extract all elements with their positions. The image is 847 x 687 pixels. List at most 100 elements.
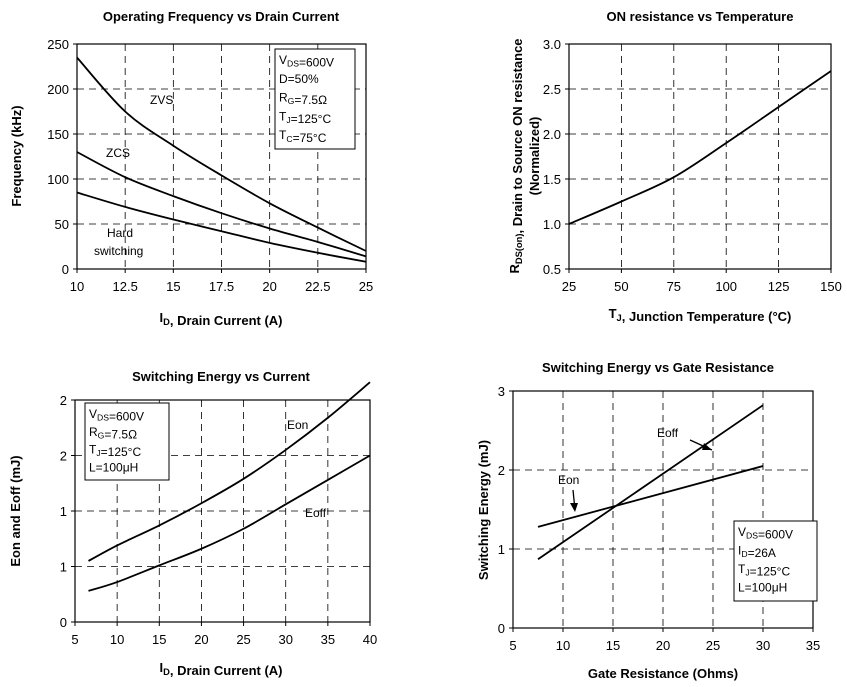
chart-title: Switching Energy vs Gate Resistance: [542, 360, 774, 375]
x-tick-label: 40: [363, 632, 377, 647]
x-tick-label: 10: [70, 279, 84, 294]
y-tick-label: 0.5: [543, 262, 561, 277]
x-tick-label: 30: [756, 638, 770, 653]
y-tick-label: 0: [60, 615, 67, 630]
conditions-line: VDS=600V: [279, 53, 334, 70]
x-tick-label: 12.5: [113, 279, 138, 294]
conditions-box: [84, 402, 170, 481]
chart-panel-1: 10 12.5 15 17.5 20 22.5 25050100150200250Opera…: [9, 9, 373, 328]
y-tick-label: 0: [62, 262, 69, 277]
series-annotation: switching: [94, 244, 143, 258]
y-tick-label: 50: [55, 217, 69, 232]
x-tick-label: 35: [321, 632, 335, 647]
series-line-eon: [537, 465, 764, 528]
chart-panel-4: 5 10 15 20 25 30 35 0 1 2 3 Switching Energy vs Gat…: [476, 360, 820, 681]
y-tick-label: 1.0: [543, 217, 561, 232]
x-axis-label: ID, Drain Current (A): [159, 310, 282, 328]
y-tick-label: 3: [498, 384, 505, 399]
x-tick-label: 20: [656, 638, 670, 653]
chart-title: Switching Energy vs Current: [132, 369, 310, 384]
conditions-line: RG=7.5Ω: [89, 425, 137, 442]
series-line-eoff: [537, 404, 764, 561]
x-tick-label: 15: [606, 638, 620, 653]
chart-title: ON resistance vs Temperature: [607, 9, 794, 24]
x-tick-label: 25: [359, 279, 373, 294]
x-tick-label: 150: [820, 279, 842, 294]
y-tick-label: 3.0: [543, 37, 561, 52]
series-annotation: Eoff: [657, 426, 679, 440]
x-axis-label: ID, Drain Current (A): [159, 660, 282, 678]
chart-title: Operating Frequency vs Drain Current: [103, 9, 340, 24]
series-annotation: Eoff: [305, 506, 327, 520]
y-tick-label: 150: [47, 127, 69, 142]
series-line-eon: [88, 381, 371, 562]
conditions-line: L=100μH: [89, 460, 138, 474]
y-tick-label: 1.5: [543, 172, 561, 187]
y-axis-label: Switching Energy (mJ): [476, 440, 491, 580]
x-tick-label: 17.5: [209, 279, 234, 294]
conditions-line: RG=7.5Ω: [279, 91, 327, 108]
conditions-line: L=100μH: [738, 581, 787, 595]
x-tick-label: 20: [194, 632, 208, 647]
conditions-line: TJ=125°C: [279, 109, 331, 126]
x-tick-label: 25: [706, 638, 720, 653]
series-line-zcs: [76, 151, 367, 258]
annotation-arrowhead: [570, 503, 578, 512]
y-tick-label: 100: [47, 172, 69, 187]
x-tick-label: 25: [236, 632, 250, 647]
chart-panel-2: 25 50 75 100 125 150 0.5 1.0 1.5 2.0 2.5 3.0 ON resi…: [507, 9, 842, 324]
x-tick-label: 30: [278, 632, 292, 647]
x-tick-label: 5: [509, 638, 516, 653]
y-tick-label: 0: [498, 621, 505, 636]
series-annotation: Eon: [287, 418, 308, 432]
conditions-box: [274, 48, 356, 150]
y-tick-label: 2.5: [543, 82, 561, 97]
conditions-line: TJ=125°C: [738, 562, 790, 579]
y-tick-label: 2: [498, 463, 505, 478]
chart-panel-3: 5 10 15 20 25 30 35 40 0 1 1 2 2 Switching Energy vs …: [8, 369, 377, 678]
y-tick-label: 1: [60, 504, 67, 519]
y-tick-label: 2: [60, 393, 67, 408]
x-tick-label: 22.5: [305, 279, 330, 294]
x-tick-label: 15: [166, 279, 180, 294]
x-tick-label: 75: [667, 279, 681, 294]
y-tick-label: 2.0: [543, 127, 561, 142]
annotation-arrowhead: [702, 443, 712, 450]
x-tick-label: 25: [562, 279, 576, 294]
x-tick-label: 50: [614, 279, 628, 294]
conditions-line: VDS=600V: [89, 407, 144, 424]
conditions-box: [733, 520, 818, 602]
series-annotation: ZCS: [106, 146, 130, 160]
series-annotation: Eon: [558, 473, 579, 487]
series-annotation: Hard: [107, 226, 133, 240]
x-axis-label: Gate Resistance (Ohms): [588, 666, 738, 681]
y-tick-label: 1: [60, 560, 67, 575]
y-tick-label: 250: [47, 37, 69, 52]
conditions-line: TC=75°C: [279, 128, 327, 145]
x-tick-label: 15: [152, 632, 166, 647]
x-tick-label: 20: [262, 279, 276, 294]
series-line-zvs: [76, 56, 367, 252]
x-tick-label: 10: [110, 632, 124, 647]
y-axis-label-sub: (Normalized): [527, 117, 542, 196]
series-line-data: [568, 70, 832, 225]
x-tick-label: 100: [715, 279, 737, 294]
x-tick-label: 35: [806, 638, 820, 653]
conditions-line: VDS=600V: [738, 525, 793, 542]
x-tick-label: 5: [71, 632, 78, 647]
x-tick-label: 10: [556, 638, 570, 653]
conditions-line: ID=26A: [738, 544, 776, 561]
y-axis-label: Frequency (kHz): [9, 105, 24, 206]
y-axis-label: RDS(on), Drain to Source ON resistance: [507, 38, 525, 273]
series-annotation: ZVS: [150, 93, 173, 107]
y-tick-label: 1: [498, 542, 505, 557]
series-line-eoff: [88, 454, 371, 592]
conditions-line: TJ=125°C: [89, 443, 141, 460]
conditions-line: D=50%: [279, 72, 319, 86]
x-tick-label: 125: [768, 279, 790, 294]
y-tick-label: 200: [47, 82, 69, 97]
y-axis-label: Eon and Eoff (mJ): [8, 455, 23, 566]
plot-frame: [568, 43, 832, 270]
series-line-hard-switching: [76, 191, 367, 263]
